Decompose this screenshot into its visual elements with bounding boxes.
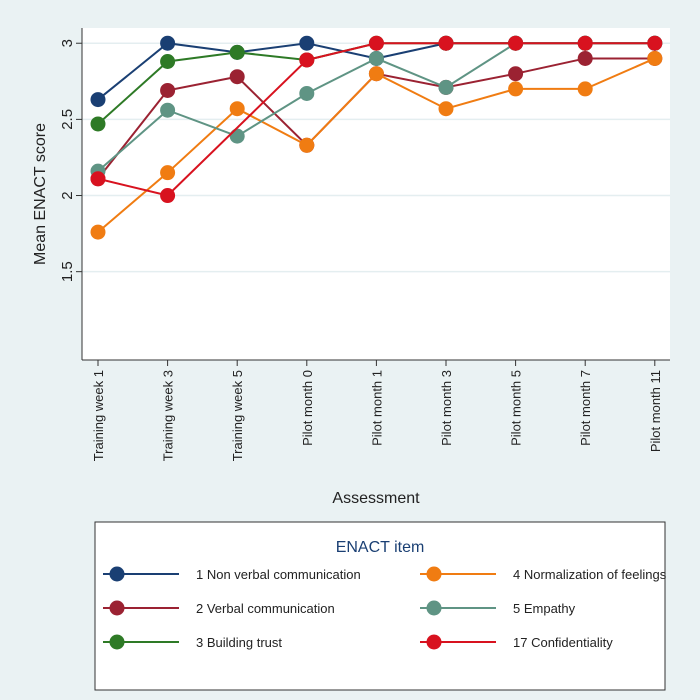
data-point <box>160 188 176 204</box>
x-tick-label: Pilot month 0 <box>300 370 315 446</box>
data-point <box>577 81 593 97</box>
data-point <box>229 101 245 117</box>
x-tick-label: Pilot month 11 <box>648 370 663 452</box>
x-tick-label: Pilot month 7 <box>578 370 593 446</box>
x-tick-label: Pilot month 5 <box>509 370 524 446</box>
data-point <box>647 35 663 51</box>
series-line <box>97 42 655 197</box>
legend-item: 4 Normalization of feelings <box>420 566 667 582</box>
data-point <box>299 35 315 51</box>
data-point <box>508 81 524 97</box>
y-tick-label: 3 <box>59 39 76 47</box>
data-point <box>229 44 245 60</box>
data-point <box>90 171 106 187</box>
x-tick-label: Training week 3 <box>161 370 176 461</box>
legend-marker <box>426 566 442 582</box>
data-point <box>90 116 106 132</box>
data-point <box>299 85 315 101</box>
legend-item: 3 Building trust <box>103 634 282 650</box>
data-point <box>90 224 106 240</box>
data-point <box>508 35 524 51</box>
data-point <box>229 128 245 144</box>
data-point <box>438 35 454 51</box>
legend-title: ENACT item <box>336 539 425 556</box>
legend-item: 5 Empathy <box>420 600 576 616</box>
data-point <box>577 35 593 51</box>
legend-label: 2 Verbal communication <box>196 601 335 616</box>
data-point <box>438 79 454 95</box>
legend-marker <box>109 600 125 616</box>
legend-marker <box>109 634 125 650</box>
data-point <box>160 54 176 70</box>
plot-area <box>82 28 670 360</box>
data-point <box>160 165 176 181</box>
y-tick-label: 1.5 <box>59 261 76 282</box>
data-point <box>160 82 176 98</box>
series-17-confidentiality <box>90 35 663 204</box>
x-tick-label: Pilot month 3 <box>439 370 454 446</box>
legend-marker <box>426 634 442 650</box>
legend-label: 1 Non verbal communication <box>196 567 361 582</box>
data-point <box>368 35 384 51</box>
legend-marker <box>109 566 125 582</box>
data-point <box>647 50 663 66</box>
legend-label: 4 Normalization of feelings <box>513 567 667 582</box>
legend-label: 5 Empathy <box>513 601 576 616</box>
data-point <box>299 52 315 68</box>
legend-label: 3 Building trust <box>196 635 282 650</box>
data-point <box>90 92 106 108</box>
data-point <box>438 101 454 117</box>
series-4-normalization-of-feelings <box>90 50 663 240</box>
legend-marker <box>426 600 442 616</box>
x-tick-label: Training week 1 <box>91 370 106 461</box>
data-point <box>368 50 384 66</box>
legend-item: 2 Verbal communication <box>103 600 335 616</box>
legend-label: 17 Confidentiality <box>513 635 613 650</box>
data-point <box>368 66 384 82</box>
y-tick-label: 2.5 <box>59 109 76 130</box>
x-tick-label: Training week 5 <box>230 370 245 461</box>
legend-item: 17 Confidentiality <box>420 634 613 650</box>
data-point <box>229 69 245 85</box>
data-point <box>299 137 315 153</box>
legend-box <box>94 521 666 691</box>
legend-item: 1 Non verbal communication <box>103 566 361 582</box>
data-point <box>577 50 593 66</box>
x-axis-label: Assessment <box>332 490 420 507</box>
y-tick-label: 2 <box>59 191 76 199</box>
data-point <box>160 35 176 51</box>
x-tick-label: Pilot month 1 <box>369 370 384 446</box>
data-point <box>508 66 524 82</box>
y-axis-label: Mean ENACT score <box>32 123 49 265</box>
data-point <box>160 102 176 118</box>
